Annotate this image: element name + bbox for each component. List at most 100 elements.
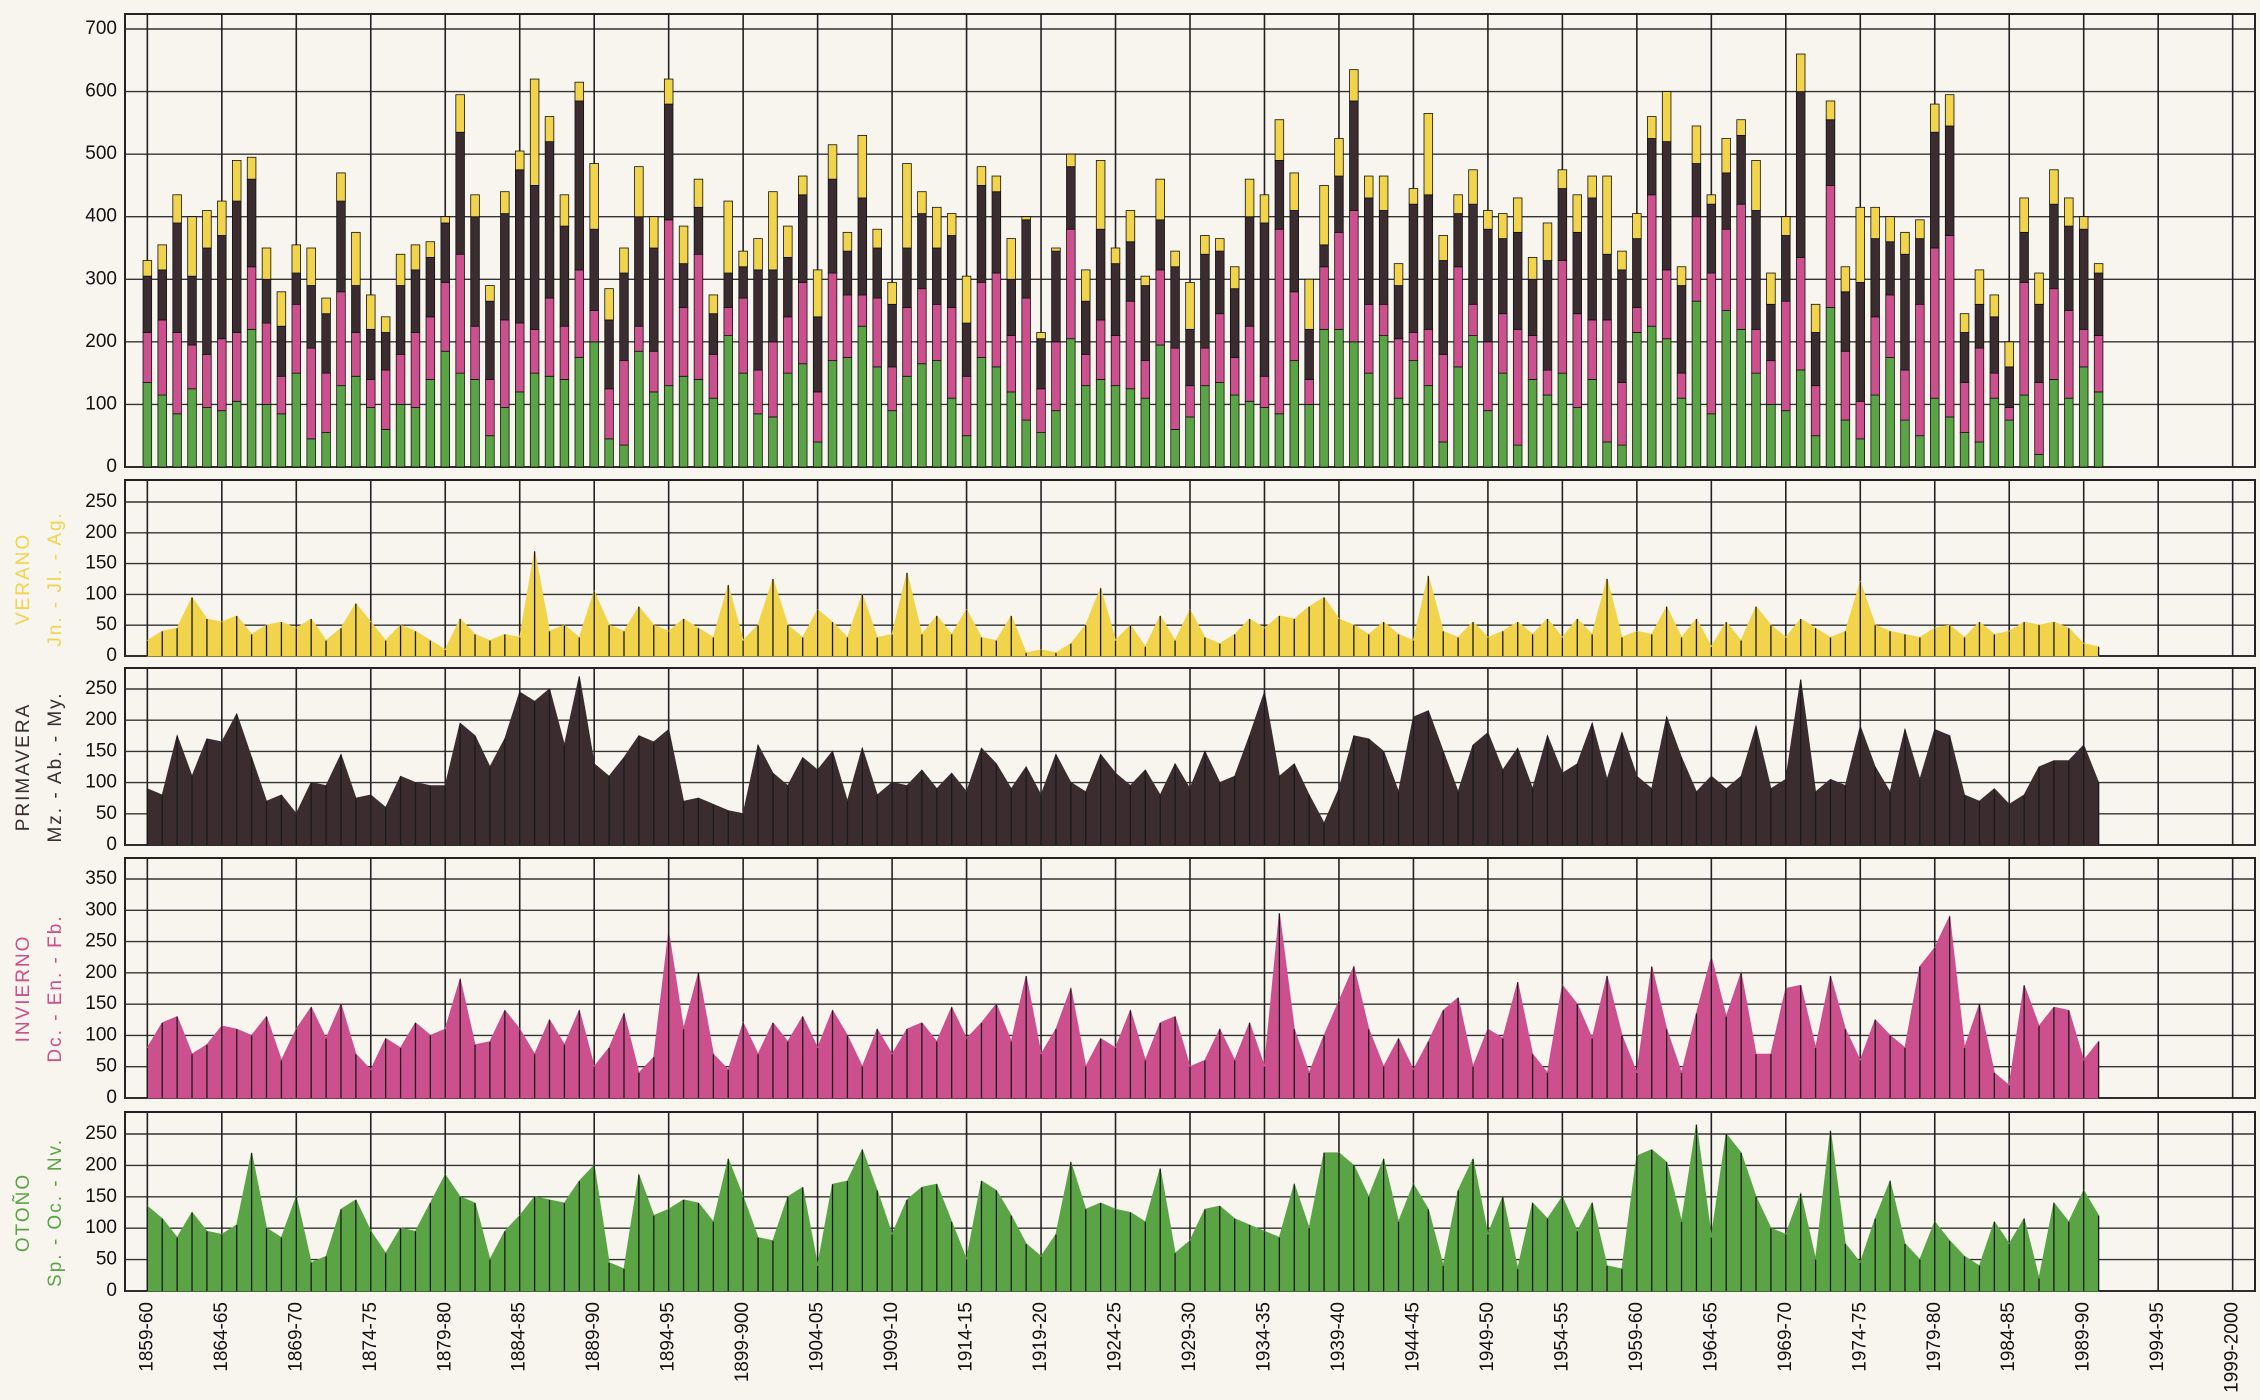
bar-segment bbox=[1378, 303, 1389, 337]
bar-segment bbox=[1170, 250, 1180, 268]
bar-segment bbox=[410, 244, 421, 271]
bar-segment bbox=[336, 385, 346, 468]
bar-segment bbox=[261, 322, 272, 405]
bar-segment bbox=[768, 416, 778, 468]
bar-segment bbox=[395, 404, 406, 468]
bar-segment bbox=[902, 375, 912, 468]
bar-segment bbox=[172, 332, 182, 415]
y-tick-label: 50 bbox=[96, 803, 117, 824]
bar-segment bbox=[887, 282, 897, 305]
x-tick-label: 1989-90 bbox=[2073, 1302, 2094, 1372]
bar-segment bbox=[1989, 294, 2000, 318]
bar-segment bbox=[246, 266, 257, 330]
bar-segment bbox=[142, 260, 153, 277]
bar-segment bbox=[1795, 256, 1806, 371]
bar-segment bbox=[366, 407, 376, 468]
bar-segment bbox=[2078, 366, 2089, 468]
bar-segment bbox=[425, 256, 436, 318]
bar-segment bbox=[693, 253, 704, 380]
bar-segment bbox=[723, 200, 733, 274]
bar-segment bbox=[2034, 272, 2044, 305]
y-tick-label: 200 bbox=[85, 709, 117, 730]
bar-segment bbox=[1959, 382, 1970, 433]
bar-segment bbox=[932, 303, 942, 362]
bar-segment bbox=[1453, 213, 1463, 268]
bar-segment bbox=[500, 319, 510, 408]
y-tick-label: 250 bbox=[85, 931, 117, 952]
bar-segment bbox=[783, 372, 793, 468]
bar-segment bbox=[1900, 231, 1910, 255]
bar-segment bbox=[753, 269, 763, 371]
bar-segment bbox=[634, 325, 644, 352]
bar-segment bbox=[1795, 53, 1806, 92]
bar-segment bbox=[961, 322, 972, 377]
bar-segment bbox=[723, 272, 733, 308]
bar-segment bbox=[1572, 313, 1582, 408]
bar-segment bbox=[887, 366, 897, 412]
bar-segment bbox=[812, 441, 823, 468]
bar-segment bbox=[1095, 319, 1106, 380]
bar-segment bbox=[291, 244, 302, 274]
y-tick-label: 200 bbox=[85, 331, 117, 352]
bar-segment bbox=[902, 247, 912, 308]
bar-segment bbox=[1781, 300, 1791, 412]
bar-segment bbox=[455, 372, 465, 468]
bar-segment bbox=[1885, 216, 1895, 243]
bar-segment bbox=[1289, 172, 1299, 211]
bar-segment bbox=[321, 372, 331, 433]
bar-segment bbox=[1527, 278, 1538, 336]
bar-segment bbox=[619, 247, 629, 274]
x-tick-label: 1984-85 bbox=[1998, 1302, 2019, 1372]
bar-segment bbox=[1557, 372, 1568, 468]
bar-segment bbox=[1319, 185, 1329, 246]
bar-segment bbox=[1066, 166, 1076, 230]
bar-segment bbox=[1408, 188, 1419, 205]
bar-segment bbox=[589, 341, 599, 468]
bar-segment bbox=[1721, 138, 1731, 174]
bar-segment bbox=[1006, 238, 1016, 280]
bar-segment bbox=[366, 328, 376, 380]
x-tick-label: 1869-70 bbox=[285, 1302, 306, 1372]
bar-segment bbox=[1051, 341, 1061, 412]
bar-segment bbox=[649, 216, 659, 249]
season-months: Dc. - En. - Fb. bbox=[45, 914, 66, 1062]
bar-segment bbox=[1676, 372, 1687, 399]
bar-segment bbox=[1378, 210, 1389, 305]
bar-segment bbox=[1021, 216, 1031, 221]
bar-segment bbox=[1706, 413, 1717, 468]
y-tick-label: 400 bbox=[85, 206, 117, 227]
bar-segment bbox=[395, 285, 406, 355]
bar-segment bbox=[1736, 328, 1746, 468]
bar-segment bbox=[1706, 272, 1717, 415]
x-tick-label: 1929-30 bbox=[1179, 1302, 1200, 1372]
bar-segment bbox=[425, 316, 436, 380]
bar-segment bbox=[1140, 360, 1151, 399]
bar-segment bbox=[306, 438, 316, 468]
bar-segment bbox=[708, 353, 719, 399]
bar-segment bbox=[1840, 291, 1851, 352]
bar-segment bbox=[1408, 360, 1419, 468]
bar-segment bbox=[604, 438, 614, 468]
bar-segment bbox=[1915, 303, 1925, 437]
bar-segment bbox=[2093, 272, 2104, 336]
bar-segment bbox=[1036, 388, 1046, 433]
bar-segment bbox=[1274, 159, 1285, 230]
bar-segment bbox=[217, 200, 227, 236]
bar-segment bbox=[485, 378, 495, 437]
x-tick-label: 1994-95 bbox=[2147, 1302, 2168, 1372]
bar-segment bbox=[1155, 178, 1165, 221]
y-tick-label: 0 bbox=[106, 1280, 117, 1301]
y-tick-label: 0 bbox=[106, 456, 117, 477]
bar-segment bbox=[1870, 238, 1880, 318]
bar-segment bbox=[1036, 432, 1046, 468]
bar-segment bbox=[202, 247, 212, 355]
bar-segment bbox=[1155, 219, 1165, 271]
bar-segment bbox=[1781, 216, 1791, 236]
bar-segment bbox=[1870, 206, 1880, 240]
bar-segment bbox=[1825, 100, 1836, 121]
bar-segment bbox=[187, 275, 197, 346]
bar-segment bbox=[1810, 385, 1821, 437]
bar-segment bbox=[366, 294, 376, 330]
season-months: Jn. - Jl. - Ag. bbox=[45, 511, 66, 647]
